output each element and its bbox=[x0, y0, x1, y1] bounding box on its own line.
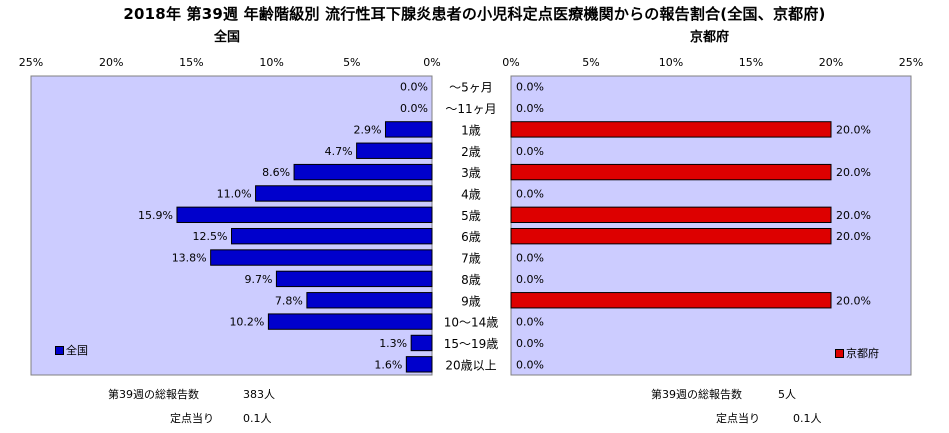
kyoto-x-tick-label: 0% bbox=[502, 56, 519, 69]
kyoto-legend: 京都府 bbox=[835, 345, 879, 361]
category-label: ～5ヶ月 bbox=[449, 81, 493, 95]
category-label: 15～19歳 bbox=[444, 337, 499, 351]
national-data-label: 10.2% bbox=[229, 316, 264, 329]
kyoto-x-tick-label: 25% bbox=[899, 56, 923, 69]
category-label: 8歳 bbox=[461, 273, 481, 287]
national-total-reports: 第39週の総報告数 383人 bbox=[108, 386, 275, 402]
kyoto-legend-label: 京都府 bbox=[846, 347, 879, 360]
national-total-value: 383人 bbox=[243, 388, 275, 401]
national-per-label: 定点当り bbox=[170, 412, 214, 425]
kyoto-panel-title: 京都府 bbox=[690, 30, 730, 45]
kyoto-bar bbox=[510, 227, 832, 245]
kyoto-data-label: 0.0% bbox=[516, 102, 544, 115]
kyoto-per-label: 定点当り bbox=[716, 412, 760, 425]
national-x-tick-label: 15% bbox=[179, 56, 203, 69]
kyoto-data-label: 0.0% bbox=[516, 337, 544, 350]
kyoto-data-label: 20.0% bbox=[836, 230, 871, 243]
national-x-tick-label: 25% bbox=[19, 56, 43, 69]
kyoto-data-label: 0.0% bbox=[516, 81, 544, 94]
category-label: 6歳 bbox=[461, 230, 481, 244]
national-bar bbox=[405, 356, 433, 373]
national-plot-area bbox=[30, 75, 433, 376]
national-data-label: 8.6% bbox=[262, 166, 290, 179]
national-bar bbox=[267, 313, 433, 330]
category-label: 5歳 bbox=[461, 209, 481, 223]
national-data-label: 9.7% bbox=[244, 273, 272, 286]
national-data-label: 11.0% bbox=[217, 187, 252, 200]
national-bar bbox=[356, 142, 433, 159]
national-data-label: 1.6% bbox=[374, 358, 402, 371]
kyoto-total-value: 5人 bbox=[778, 388, 796, 401]
kyoto-bar bbox=[510, 206, 832, 224]
kyoto-data-label: 20.0% bbox=[836, 123, 871, 136]
kyoto-plot-area bbox=[510, 75, 912, 376]
national-data-label: 7.8% bbox=[275, 294, 303, 307]
kyoto-per-value: 0.1人 bbox=[793, 412, 822, 425]
national-bar bbox=[384, 121, 433, 138]
kyoto-total-label: 第39週の総報告数 bbox=[651, 388, 742, 401]
national-x-tick-label: 5% bbox=[343, 56, 360, 69]
national-panel-title: 全国 bbox=[214, 30, 241, 45]
national-data-label: 15.9% bbox=[138, 209, 173, 222]
kyoto-data-label: 0.0% bbox=[516, 252, 544, 265]
category-label: 3歳 bbox=[461, 166, 481, 180]
national-data-label: 13.8% bbox=[172, 252, 207, 265]
kyoto-x-tick-label: 15% bbox=[739, 56, 763, 69]
kyoto-data-label: 0.0% bbox=[516, 273, 544, 286]
kyoto-per-sentinel: 定点当り 0.1人 bbox=[716, 410, 822, 426]
national-data-label: 4.7% bbox=[325, 145, 353, 158]
national-bar bbox=[176, 206, 433, 224]
kyoto-data-label: 0.0% bbox=[516, 316, 544, 329]
national-bar bbox=[410, 334, 433, 352]
kyoto-data-label: 0.0% bbox=[516, 187, 544, 200]
national-legend-label: 全国 bbox=[66, 344, 88, 357]
kyoto-data-label: 20.0% bbox=[836, 209, 871, 222]
category-label: 2歳 bbox=[461, 145, 481, 159]
national-x-tick-label: 0% bbox=[423, 56, 440, 69]
national-data-label: 0.0% bbox=[400, 102, 428, 115]
national-bar bbox=[231, 227, 433, 245]
national-data-label: 12.5% bbox=[193, 230, 228, 243]
national-bar bbox=[275, 270, 433, 288]
kyoto-total-reports: 第39週の総報告数 5人 bbox=[651, 386, 796, 402]
kyoto-data-label: 0.0% bbox=[516, 145, 544, 158]
kyoto-bar bbox=[510, 292, 832, 309]
category-label: ～11ヶ月 bbox=[445, 102, 496, 116]
category-label: 20歳以上 bbox=[445, 358, 496, 372]
national-bar bbox=[306, 292, 433, 309]
kyoto-x-tick-label: 20% bbox=[819, 56, 843, 69]
kyoto-x-tick-label: 10% bbox=[659, 56, 683, 69]
national-per-sentinel: 定点当り 0.1人 bbox=[170, 410, 272, 426]
national-legend-swatch bbox=[55, 345, 64, 355]
kyoto-data-label: 20.0% bbox=[836, 166, 871, 179]
kyoto-bar bbox=[510, 121, 832, 138]
national-bar bbox=[293, 163, 433, 181]
national-total-label: 第39週の総報告数 bbox=[108, 388, 199, 401]
category-label: 9歳 bbox=[461, 294, 481, 308]
national-legend: 全国 bbox=[55, 342, 88, 358]
category-label: 1歳 bbox=[461, 123, 481, 137]
category-label: 10～14歳 bbox=[444, 316, 499, 330]
kyoto-x-tick-label: 5% bbox=[582, 56, 599, 69]
national-bar bbox=[255, 185, 433, 202]
category-label: 7歳 bbox=[461, 252, 481, 266]
national-data-label: 2.9% bbox=[354, 123, 382, 136]
national-data-label: 0.0% bbox=[400, 81, 428, 94]
national-per-value: 0.1人 bbox=[243, 412, 272, 425]
kyoto-legend-swatch bbox=[835, 348, 844, 358]
category-label: 4歳 bbox=[461, 187, 481, 201]
kyoto-data-label: 0.0% bbox=[516, 358, 544, 371]
chart-title: 2018年 第39週 年齢階級別 流行性耳下腺炎患者の小児科定点医療機関からの報… bbox=[123, 5, 826, 23]
national-bar bbox=[210, 249, 433, 266]
national-x-tick-label: 10% bbox=[259, 56, 283, 69]
kyoto-bar bbox=[510, 163, 832, 181]
national-data-label: 1.3% bbox=[379, 337, 407, 350]
national-x-tick-label: 20% bbox=[99, 56, 123, 69]
kyoto-data-label: 20.0% bbox=[836, 294, 871, 307]
